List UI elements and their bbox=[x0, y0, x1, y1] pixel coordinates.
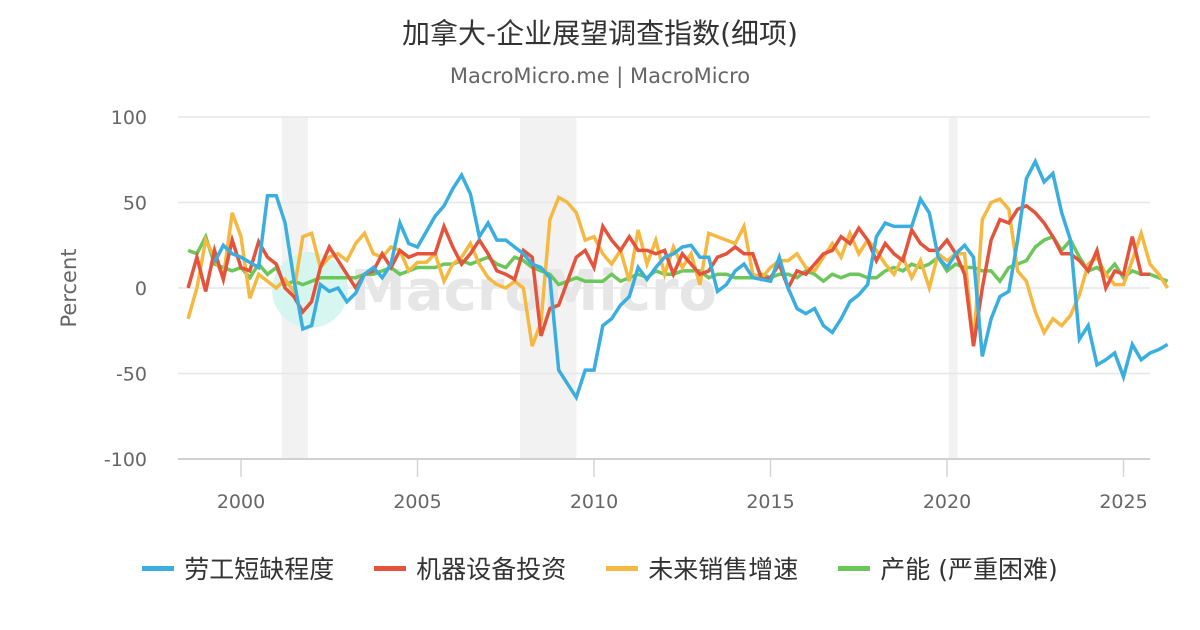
legend: 劳工短缺程度 机器设备投资 未来销售增速 产能 (严重困难) bbox=[0, 550, 1200, 586]
x-tick-label: 2015 bbox=[746, 491, 794, 513]
legend-label: 未来销售增速 bbox=[648, 555, 799, 584]
grid-lines bbox=[178, 116, 1150, 460]
y-axis: 100 50 0 -50 -100 bbox=[104, 107, 147, 471]
legend-item-labor-shortage[interactable]: 劳工短缺程度 bbox=[142, 550, 334, 586]
x-tick-label: 2020 bbox=[923, 491, 971, 513]
y-tick-label: -100 bbox=[104, 449, 147, 471]
legend-item-future-sales[interactable]: 未来销售增速 bbox=[606, 550, 798, 586]
legend-item-machinery-investment[interactable]: 机器设备投资 bbox=[374, 550, 566, 586]
legend-swatch-icon bbox=[606, 565, 639, 571]
x-axis: 2000 2005 2010 2015 2020 2025 bbox=[217, 459, 1148, 513]
y-tick-label: 50 bbox=[123, 193, 147, 215]
legend-label: 产能 (严重困难) bbox=[880, 555, 1058, 584]
legend-swatch-icon bbox=[374, 565, 407, 571]
legend-swatch-icon bbox=[838, 565, 871, 571]
chart-title: 加拿大-企业展望调查指数(细项) bbox=[402, 17, 798, 50]
series-line[interactable] bbox=[212, 157, 1169, 402]
y-tick-label: -50 bbox=[116, 364, 147, 386]
series-line[interactable] bbox=[186, 194, 1170, 347]
y-tick-label: 0 bbox=[135, 278, 147, 300]
legend-swatch-icon bbox=[142, 565, 175, 571]
series-line[interactable] bbox=[186, 203, 1150, 347]
x-tick-label: 2000 bbox=[217, 491, 265, 513]
chart-subtitle: MacroMicro.me | MacroMicro bbox=[449, 64, 751, 88]
legend-label: 劳工短缺程度 bbox=[184, 555, 335, 584]
x-tick-label: 2010 bbox=[570, 491, 618, 513]
legend-item-capacity[interactable]: 产能 (严重困难) bbox=[838, 550, 1058, 586]
series-lines bbox=[186, 157, 1170, 402]
y-axis-label: Percent bbox=[57, 248, 81, 327]
legend-label: 机器设备投资 bbox=[416, 555, 567, 584]
x-tick-label: 2025 bbox=[1099, 491, 1147, 513]
x-tick-label: 2005 bbox=[393, 491, 441, 513]
y-tick-label: 100 bbox=[111, 107, 147, 129]
series-line[interactable] bbox=[187, 232, 1169, 287]
